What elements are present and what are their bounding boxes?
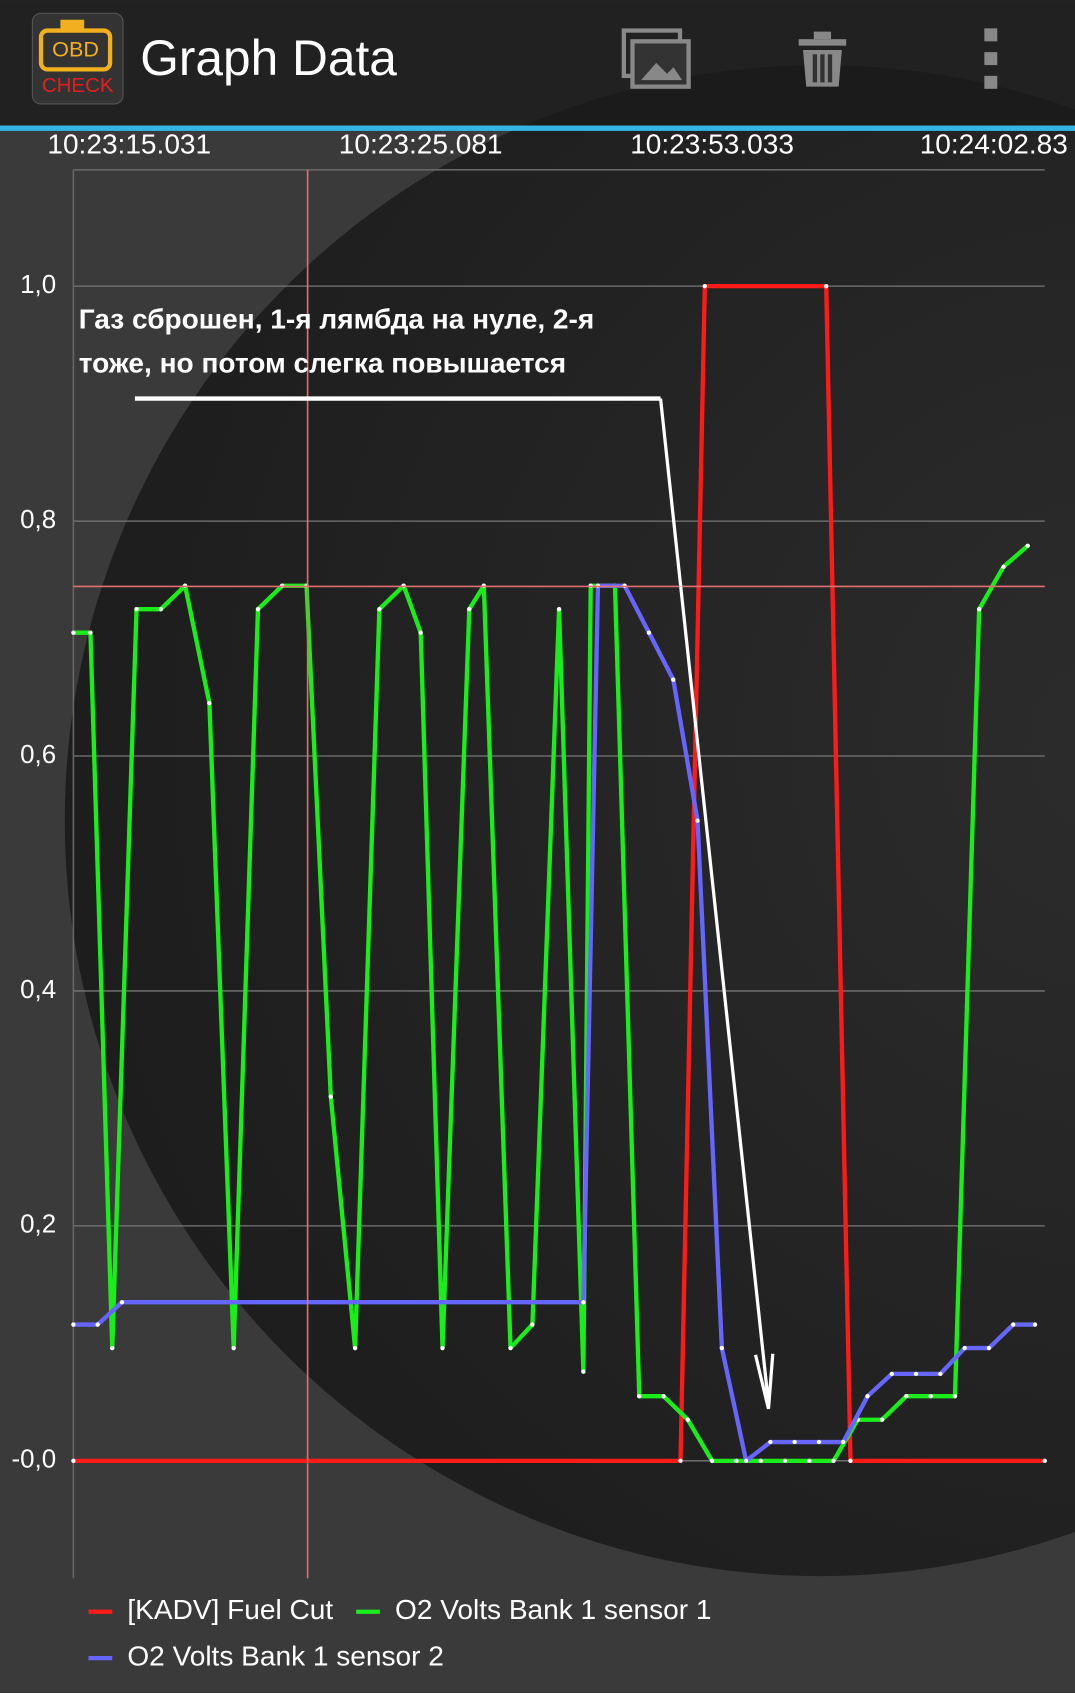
data-point (734, 1458, 739, 1463)
data-point (581, 1300, 586, 1305)
data-point (418, 630, 423, 635)
y-tick-label: 0,2 (20, 1211, 56, 1239)
data-point (556, 607, 562, 612)
data-point (646, 630, 652, 635)
y-tick-label: 1,0 (20, 271, 56, 299)
data-point (328, 1094, 333, 1099)
data-point (913, 1371, 919, 1377)
data-point (719, 1345, 724, 1351)
data-point (508, 1345, 513, 1351)
data-point (71, 1458, 76, 1463)
data-point (352, 1345, 358, 1351)
data-point (824, 283, 829, 289)
annotation-line: тоже, но потом слегка повышается (79, 348, 566, 379)
data-point (440, 1345, 445, 1351)
x-tick-label: 10:24:02.83 (920, 128, 1068, 159)
data-point (889, 1371, 894, 1377)
overflow-menu[interactable] (984, 28, 998, 89)
gallery-button[interactable] (621, 28, 691, 89)
annotation-line: Газ сброшен, 1-я лямбда на нуле, 2-я (79, 303, 594, 334)
y-tick-label: 0,6 (20, 741, 56, 769)
data-point (678, 1458, 683, 1463)
series-line (73, 544, 1030, 1464)
legend: [KADV] Fuel Cut O2 Volts Bank 1 sensor 1 O… (88, 1594, 712, 1672)
svg-text:OBD: OBD (52, 37, 99, 62)
data-point (792, 1439, 797, 1445)
data-point (865, 1394, 870, 1399)
data-point (709, 1458, 715, 1463)
data-point (816, 1439, 822, 1445)
data-point (1011, 1322, 1016, 1327)
data-point (671, 677, 676, 682)
data-point (158, 607, 163, 612)
data-point (637, 1394, 642, 1399)
data-point (695, 818, 700, 823)
data-point (758, 1458, 763, 1463)
data-point (119, 1300, 125, 1305)
app-title: Graph Data (140, 30, 397, 86)
data-point (1001, 564, 1006, 570)
x-tick-label: 10:23:15.031 (47, 128, 211, 159)
legend-label: O2 Volts Bank 1 sensor 2 (127, 1641, 444, 1672)
data-point (661, 1394, 666, 1399)
data-point (581, 1369, 586, 1374)
y-tick-label: 0,4 (20, 976, 56, 1004)
data-point (255, 607, 261, 612)
data-point (831, 1458, 836, 1463)
data-point (1032, 1322, 1038, 1327)
svg-text:CHECK: CHECK (42, 74, 114, 97)
data-point (879, 1417, 885, 1422)
data-point (848, 1458, 853, 1463)
data-point (743, 1458, 749, 1463)
data-point (702, 283, 707, 289)
data-point (377, 607, 382, 612)
data-point (977, 607, 982, 612)
legend-label: [KADV] Fuel Cut (127, 1594, 333, 1625)
y-tick-label: -0,0 (11, 1446, 56, 1474)
data-point (928, 1394, 933, 1399)
data-point (782, 1458, 788, 1463)
data-point (134, 607, 139, 612)
data-point (962, 1345, 967, 1351)
data-point (530, 1322, 535, 1327)
app-bar-divider (0, 125, 1075, 131)
data-point (1042, 1458, 1047, 1463)
data-point (71, 630, 76, 635)
data-point (986, 1345, 992, 1351)
data-point (207, 700, 212, 706)
annotation-arrowhead (753, 1353, 775, 1410)
data-point (841, 1439, 846, 1445)
data-point (95, 1322, 100, 1327)
data-point (88, 630, 93, 635)
data-point (467, 607, 472, 612)
data-point (768, 1439, 773, 1445)
data-point (1025, 543, 1030, 548)
delete-button[interactable] (798, 31, 847, 87)
legend-label: O2 Volts Bank 1 sensor 1 (395, 1594, 712, 1625)
annotation-arrow (658, 398, 771, 1404)
background-disc (64, 65, 1075, 1576)
y-tick-label: 0,8 (20, 506, 56, 534)
x-tick-label: 10:23:25.081 (339, 128, 503, 159)
data-point (952, 1394, 958, 1399)
data-point (110, 1345, 115, 1351)
series-line (73, 283, 1045, 1464)
data-point (938, 1371, 943, 1377)
data-point (685, 1417, 690, 1422)
plot: 1,0 0,8 0,6 0,4 0,2 -0,0 10:23:15.031 10:23:25.… (11, 128, 1067, 1473)
series-lines (71, 283, 1047, 1464)
data-point (231, 1345, 236, 1351)
app-bar (0, 0, 1075, 126)
app-icon[interactable]: OBD CHECK (31, 12, 124, 105)
data-point (904, 1394, 909, 1399)
data-point (71, 1322, 76, 1327)
data-point (807, 1458, 812, 1463)
x-tick-label: 10:23:53.033 (630, 128, 794, 159)
